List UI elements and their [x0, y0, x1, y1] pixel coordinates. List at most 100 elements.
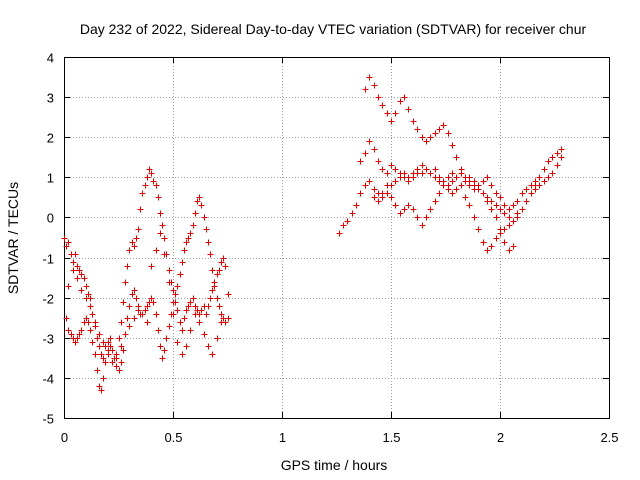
data-point — [124, 315, 131, 322]
data-point — [177, 271, 184, 278]
data-point — [157, 230, 164, 237]
data-point — [129, 291, 136, 298]
data-point — [185, 303, 192, 310]
data-point — [558, 146, 565, 153]
data-point — [362, 86, 369, 93]
data-point — [471, 178, 478, 185]
data-point — [159, 355, 166, 362]
data-point — [225, 291, 232, 298]
data-point — [514, 210, 521, 217]
data-point — [196, 319, 203, 326]
data-point — [392, 110, 399, 117]
data-point — [493, 202, 500, 209]
data-point — [187, 299, 194, 306]
data-point — [222, 263, 229, 270]
data-point — [445, 174, 452, 181]
data-point — [336, 230, 343, 237]
data-point — [216, 267, 223, 274]
data-point — [514, 198, 521, 205]
data-point — [366, 178, 373, 185]
data-point — [384, 110, 391, 117]
data-point — [203, 226, 210, 233]
data-point — [94, 335, 101, 342]
data-point — [545, 174, 552, 181]
data-point — [375, 198, 382, 205]
data-point — [397, 170, 404, 177]
data-point — [453, 154, 460, 161]
y-tick-label: 1 — [47, 171, 54, 186]
data-point — [118, 359, 125, 366]
data-point — [211, 283, 218, 290]
data-point — [371, 194, 378, 201]
data-point — [506, 222, 513, 229]
data-point — [423, 214, 430, 221]
data-point — [153, 311, 160, 318]
y-tick-label: 4 — [47, 51, 54, 66]
data-point — [362, 182, 369, 189]
data-point — [166, 323, 173, 330]
data-point — [419, 134, 426, 141]
data-point — [205, 343, 212, 350]
data-point — [198, 202, 205, 209]
data-point — [155, 327, 162, 334]
data-point — [379, 102, 386, 109]
data-point — [475, 182, 482, 189]
data-point — [225, 315, 232, 322]
data-point — [549, 170, 556, 177]
data-point — [366, 74, 373, 81]
data-point — [187, 230, 194, 237]
data-point — [379, 166, 386, 173]
data-point — [528, 190, 535, 197]
data-point — [185, 235, 192, 242]
data-point — [161, 347, 168, 354]
data-point — [187, 327, 194, 334]
data-point — [89, 311, 96, 318]
data-point — [150, 299, 157, 306]
data-point — [401, 174, 408, 181]
data-point — [174, 283, 181, 290]
data-point — [220, 255, 227, 262]
data-point — [436, 190, 443, 197]
data-point — [163, 335, 170, 342]
data-point — [414, 126, 421, 133]
data-point — [440, 182, 447, 189]
data-point — [501, 210, 508, 217]
data-point — [510, 218, 517, 225]
data-point — [102, 359, 109, 366]
data-point — [142, 182, 149, 189]
data-point — [392, 178, 399, 185]
data-point — [192, 210, 199, 217]
data-point — [501, 239, 508, 246]
data-point — [201, 331, 208, 338]
data-point — [493, 235, 500, 242]
data-point — [190, 222, 197, 229]
data-point — [113, 355, 120, 362]
data-point — [432, 130, 439, 137]
data-point — [397, 98, 404, 105]
data-point — [401, 206, 408, 213]
data-point — [427, 170, 434, 177]
data-point — [471, 186, 478, 193]
data-point — [207, 251, 214, 258]
data-point — [541, 166, 548, 173]
data-point — [480, 190, 487, 197]
data-point — [488, 182, 495, 189]
data-point — [449, 142, 456, 149]
y-tick-label: -3 — [42, 332, 54, 347]
data-point — [218, 311, 225, 318]
data-point — [65, 327, 72, 334]
data-point — [541, 178, 548, 185]
data-point — [388, 118, 395, 125]
data-point — [76, 331, 83, 338]
data-point — [72, 251, 79, 258]
data-point — [371, 146, 378, 153]
data-point — [401, 94, 408, 101]
data-point — [144, 174, 151, 181]
data-point — [70, 259, 77, 266]
data-points — [61, 74, 565, 394]
y-tick-label: -2 — [42, 292, 54, 307]
data-point — [120, 347, 127, 354]
data-point — [100, 339, 107, 346]
data-point — [554, 162, 561, 169]
data-point — [146, 166, 153, 173]
